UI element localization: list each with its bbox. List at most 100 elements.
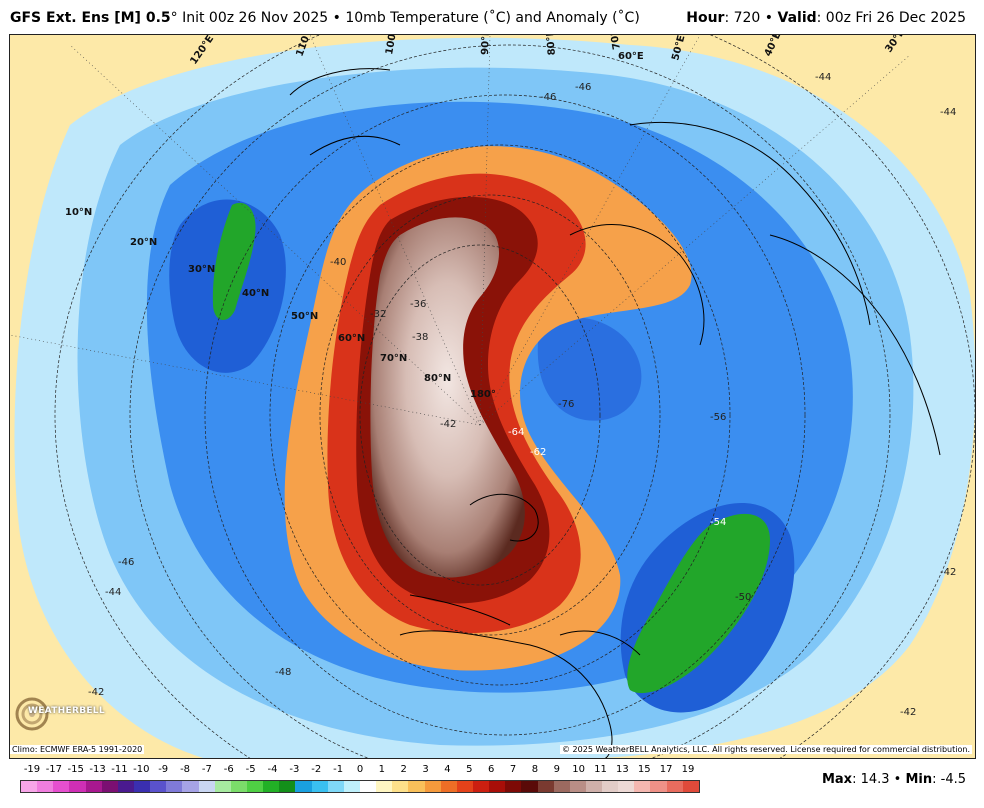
colorbar-swatch (505, 781, 522, 792)
anomaly-deep-blue-europe (537, 317, 642, 421)
contour-label: -76 (558, 399, 574, 410)
colorbar-swatch (311, 781, 328, 792)
colorbar-tick-label: 2 (400, 764, 407, 775)
hour-value: : 720 • (724, 10, 778, 26)
colorbar-swatch (214, 781, 231, 792)
valid-time: Hour: 720 • Valid: 00z Fri 26 Dec 2025 (686, 10, 966, 26)
colorbar-tick-label: -3 (289, 764, 300, 775)
contour-label: -46 (575, 82, 591, 93)
contour-label: -40 (330, 257, 346, 268)
lat-label-30n: 30°N (188, 264, 215, 275)
colorbar-swatch (182, 781, 199, 792)
copyright-note: © 2025 WeatherBELL Analytics, LLC. All r… (560, 745, 972, 754)
colorbar-tick-label: -1 (333, 764, 344, 775)
colorbar-swatch (279, 781, 296, 792)
valid-value: : 00z Fri 26 Dec 2025 (816, 10, 966, 26)
colorbar-tick-label: -13 (89, 764, 106, 775)
map-panel[interactable]: 10°N 20°N 30°N 40°N 50°N 60°N 70°N 80°N … (9, 34, 976, 759)
colorbar-tick-label: -17 (45, 764, 63, 775)
colorbar-swatch (650, 781, 667, 792)
contour-label: -36 (410, 299, 426, 310)
colorbar-tick-label: -10 (133, 764, 150, 775)
colorbar-tick-label: 8 (531, 764, 539, 775)
colorbar-tick-label: -15 (67, 764, 84, 775)
colorbar-tick-label: 4 (444, 764, 451, 775)
map-title: GFS Ext. Ens [M] 0.5° Init 00z 26 Nov 20… (10, 10, 640, 26)
contour-label: -44 (105, 587, 121, 598)
contour-label: -48 (275, 667, 291, 678)
colorbar-tick-label: 0 (356, 764, 364, 775)
degree-symbol: ° (170, 10, 178, 26)
contour-label: -42 (900, 707, 916, 718)
colorbar-swatches (20, 780, 700, 793)
lat-label-80n: 80°N (424, 373, 451, 384)
colorbar-swatch (101, 781, 118, 792)
init-text: Init 00z 26 Nov 2025 • 10mb Temperature … (182, 10, 640, 26)
polar-map-svg: 10°N 20°N 30°N 40°N 50°N 60°N 70°N 80°N … (10, 35, 975, 758)
colorbar-swatch (666, 781, 683, 792)
min-label: Min (905, 772, 933, 787)
colorbar-tick-label: 19 (681, 764, 695, 775)
contour-label: -46 (118, 557, 134, 568)
anomaly-polar-vortex (370, 217, 525, 578)
header-bar: GFS Ext. Ens [M] 0.5° Init 00z 26 Nov 20… (0, 0, 984, 34)
colorbar-swatch (246, 781, 264, 792)
colorbar-tick-label: 1 (378, 764, 386, 775)
colorbar-swatch (602, 781, 619, 792)
lat-label-10n: 10°N (65, 207, 92, 218)
colorbar-tick-label: -4 (267, 764, 278, 775)
anomaly-green-atlantic (627, 513, 770, 694)
colorbar-swatch (150, 781, 167, 792)
colorbar-swatch (440, 781, 457, 792)
colorbar-swatch (198, 781, 215, 792)
colorbar-tick-label: 9 (553, 764, 560, 775)
climo-note: Climo: ECMWF ERA-5 1991-2020 (10, 745, 145, 754)
colorbar: -19 -17 -15 -13 -11 -10 -9 -8 -7 -6 -5 -4 -3 -2 -1 0 1 2 3… (20, 764, 700, 804)
contour-label: -42 (940, 567, 956, 578)
colorbar-tick-label: -11 (111, 764, 128, 775)
colorbar-swatch (117, 781, 134, 792)
lat-label-40n: 40°N (242, 288, 269, 299)
colorbar-swatch (133, 781, 151, 792)
colorbar-tick-label: -5 (245, 764, 256, 775)
lon-label-80e: 80°E (545, 35, 558, 56)
colorbar-tick-label: -2 (311, 764, 322, 775)
colorbar-swatch (585, 781, 603, 792)
colorbar-swatch (166, 781, 183, 792)
max-value: : 14.3 • (852, 772, 906, 787)
colorbar-swatch (521, 781, 538, 792)
coastlines (289, 68, 941, 758)
colorbar-tick-label: 17 (659, 764, 673, 775)
hour-label: Hour (686, 10, 725, 26)
valid-label: Valid (777, 10, 817, 26)
colorbar-ticks: -19 -17 -15 -13 -11 -10 -9 -8 -7 -6 -5 -4 -3 -2 -1 0 1 2 3… (20, 764, 700, 778)
colorbar-tick-label: -19 (23, 764, 41, 775)
lat-label-50n: 50°N (291, 311, 318, 322)
colorbar-tick-label: 6 (488, 764, 495, 775)
colorbar-swatch (376, 781, 393, 792)
min-value: : -4.5 (932, 772, 966, 787)
lon-label-70e: 70°E (608, 35, 623, 50)
colorbar-swatch (21, 781, 38, 792)
colorbar-swatch (53, 781, 70, 792)
contour-label: -42 (440, 419, 456, 430)
colorbar-swatch (553, 781, 570, 792)
colorbar-swatch (85, 781, 102, 792)
contour-label: -38 (412, 332, 428, 343)
colorbar-tick-label: 15 (637, 764, 651, 775)
colorbar-tick-label: 3 (422, 764, 429, 775)
colorbar-tick-label: 7 (509, 764, 517, 775)
contour-label: -46 (540, 92, 556, 103)
colorbar-swatch (456, 781, 473, 792)
colorbar-swatch (392, 781, 409, 792)
lon-label-60e: 60°E (618, 51, 644, 62)
colorbar-tick-label: 10 (572, 764, 586, 775)
logo-text: WEATHERBELL (28, 706, 105, 716)
colorbar-swatch (343, 781, 360, 792)
colorbar-swatch (489, 781, 506, 792)
colorbar-swatch (634, 781, 651, 792)
colorbar-swatch (682, 781, 699, 792)
temperature-contours (54, 35, 975, 758)
colorbar-swatch (472, 781, 490, 792)
colorbar-tick-label: 13 (616, 764, 629, 775)
